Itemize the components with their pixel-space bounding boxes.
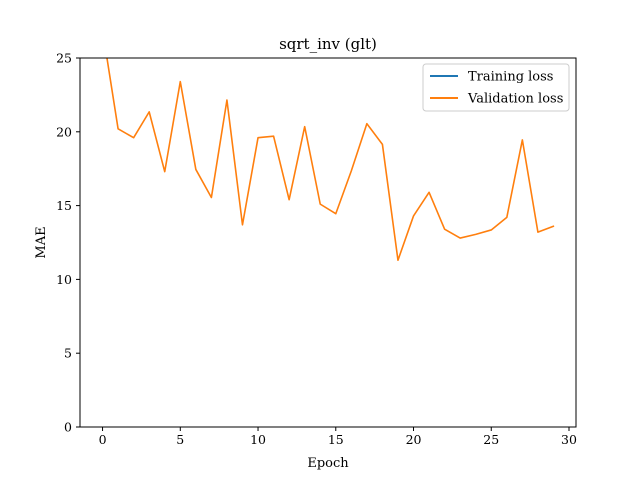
axes-layer: 0 5 10 15 20 25 30 0 5 10 15 20 25 <box>56 51 577 448</box>
x-tick-label: 25 <box>483 432 499 447</box>
y-tick-label: 20 <box>56 124 72 139</box>
legend-label-training-loss: Training loss <box>468 70 553 85</box>
y-tick-label: 0 <box>64 420 72 435</box>
y-axis-label: MAE <box>34 226 49 258</box>
y-tick-label: 25 <box>56 51 72 66</box>
x-tick-label: 0 <box>99 432 107 447</box>
y-tick-label: 10 <box>56 272 72 287</box>
y-tick-label: 15 <box>56 198 72 213</box>
series-line-validation-loss <box>106 58 555 262</box>
x-tick-label: 20 <box>406 432 422 447</box>
x-tick-label: 30 <box>561 432 577 447</box>
x-tick-label: 15 <box>328 432 344 447</box>
legend: Training loss Validation loss <box>422 63 570 112</box>
chart-title: sqrt_inv (glt) <box>279 35 377 53</box>
x-tick-label: 5 <box>176 432 184 447</box>
plot-frame <box>79 57 577 428</box>
legend-label-validation-loss: Validation loss <box>467 92 563 107</box>
x-tick-label: 10 <box>250 432 266 447</box>
series-layer <box>106 58 555 262</box>
legend-box <box>422 63 570 112</box>
y-tick-label: 5 <box>64 346 72 361</box>
x-axis-label: Epoch <box>307 456 349 471</box>
